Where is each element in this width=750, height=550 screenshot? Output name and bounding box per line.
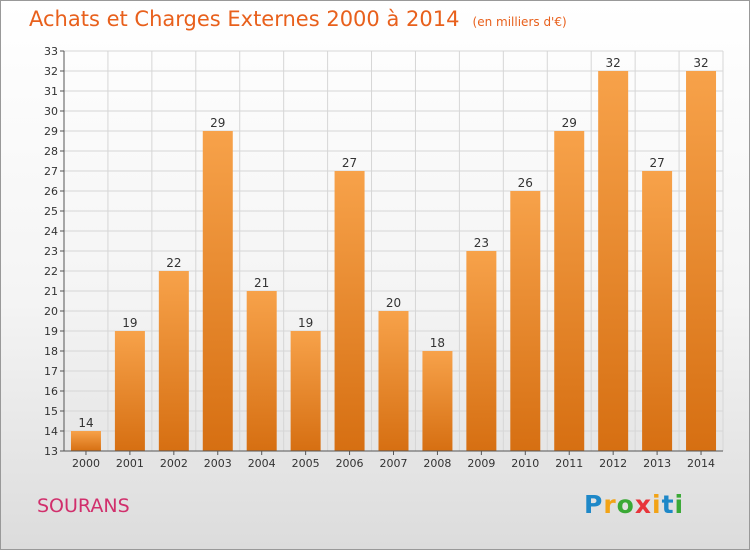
x-tick-label: 2009 xyxy=(467,457,495,470)
chart-title: Achats et Charges Externes 2000 à 2014 (… xyxy=(29,7,567,31)
bar-value-label: 29 xyxy=(562,116,577,130)
x-tick-label: 2002 xyxy=(160,457,188,470)
bar-value-label: 21 xyxy=(254,276,269,290)
bar-value-label: 20 xyxy=(386,296,401,310)
bar-value-label: 29 xyxy=(210,116,225,130)
bar-value-label: 22 xyxy=(166,256,181,270)
y-tick-label: 17 xyxy=(44,365,58,378)
bar-value-label: 27 xyxy=(342,156,357,170)
y-tick-label: 15 xyxy=(44,405,58,418)
bar xyxy=(202,131,233,451)
x-tick-label: 2001 xyxy=(116,457,144,470)
bar xyxy=(598,71,629,451)
chart-unit-text: (en milliers d'€) xyxy=(472,15,567,29)
axes: 13 14 15 16 17 18 19 20 21 22 23 24 25 26 27 28 29 30 31 32… xyxy=(44,45,723,470)
logo-letter: x xyxy=(634,490,652,519)
y-tick-label: 32 xyxy=(44,65,58,78)
bar-value-label: 19 xyxy=(122,316,137,330)
bar-value-label: 19 xyxy=(298,316,313,330)
bar xyxy=(246,291,277,451)
chart-title-text: Achats et Charges Externes 2000 à 2014 xyxy=(29,7,460,31)
bar xyxy=(422,351,453,451)
bar-value-label: 27 xyxy=(649,156,664,170)
logo-letter: t xyxy=(661,490,675,519)
bar-value-label: 32 xyxy=(693,56,708,70)
logo-letter: r xyxy=(603,490,617,519)
x-tick-label: 2007 xyxy=(380,457,408,470)
y-tick-label: 18 xyxy=(44,345,58,358)
y-tick-label: 20 xyxy=(44,305,58,318)
logo-letter: o xyxy=(616,490,635,519)
y-tick-label: 30 xyxy=(44,105,58,118)
y-tick-label: 33 xyxy=(44,45,58,58)
x-tick-label: 2006 xyxy=(336,457,364,470)
x-tick-label: 2012 xyxy=(599,457,627,470)
x-tick-label: 2003 xyxy=(204,457,232,470)
bar-value-label: 23 xyxy=(474,236,489,250)
bar xyxy=(70,431,101,451)
y-tick-label: 31 xyxy=(44,85,58,98)
bar xyxy=(334,171,365,451)
y-tick-label: 24 xyxy=(44,225,58,238)
bar-value-label: 26 xyxy=(518,176,533,190)
bar-value-label: 32 xyxy=(606,56,621,70)
value-labels: 14 19 22 29 21 19 27 20 18 23 26 29 32 27 32 xyxy=(78,56,708,430)
bar xyxy=(378,311,409,451)
x-tick-label: 2000 xyxy=(72,457,100,470)
y-tick-label: 23 xyxy=(44,245,58,258)
bar xyxy=(642,171,673,451)
y-tick-label: 28 xyxy=(44,145,58,158)
bar xyxy=(158,271,189,451)
proxiti-logo[interactable]: Proxiti xyxy=(584,490,684,519)
bar xyxy=(510,191,541,451)
bar xyxy=(290,331,321,451)
y-tick-label: 29 xyxy=(44,125,58,138)
x-tick-label: 2010 xyxy=(511,457,539,470)
bar xyxy=(554,131,585,451)
bars xyxy=(70,71,717,451)
logo-letter: i xyxy=(652,490,662,519)
x-tick-label: 2008 xyxy=(423,457,451,470)
x-tick-label: 2011 xyxy=(555,457,583,470)
logo-letter: i xyxy=(674,490,685,519)
y-tick-label: 21 xyxy=(44,285,58,298)
x-tick-label: 2004 xyxy=(248,457,276,470)
x-tick-label: 2005 xyxy=(292,457,320,470)
bar-value-label: 14 xyxy=(78,416,93,430)
y-tick-label: 25 xyxy=(44,205,58,218)
y-tick-label: 16 xyxy=(44,385,58,398)
y-tick-label: 27 xyxy=(44,165,58,178)
bar xyxy=(686,71,717,451)
y-tick-label: 13 xyxy=(44,445,58,458)
commune-name: SOURANS xyxy=(37,495,130,517)
bar-value-label: 18 xyxy=(430,336,445,350)
y-tick-label: 22 xyxy=(44,265,58,278)
y-tick-label: 19 xyxy=(44,325,58,338)
logo-letter: P xyxy=(584,490,604,519)
x-tick-label: 2013 xyxy=(643,457,671,470)
y-tick-label: 14 xyxy=(44,425,58,438)
bar xyxy=(466,251,497,451)
bar xyxy=(114,331,145,451)
x-tick-label: 2014 xyxy=(687,457,715,470)
y-tick-label: 26 xyxy=(44,185,58,198)
